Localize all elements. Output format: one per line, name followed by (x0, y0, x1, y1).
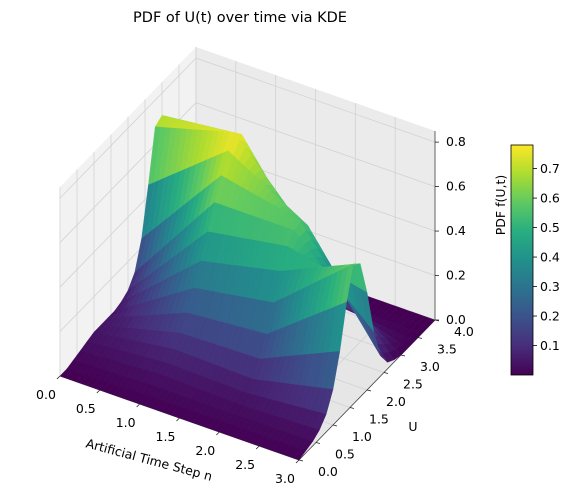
z-tick-label: 0.0 (446, 312, 466, 327)
x-tick-label: 0.5 (76, 401, 96, 416)
y-tick-mark (383, 372, 389, 374)
z-tick-label: 0.4 (446, 223, 466, 238)
y-tick-label: 2.0 (386, 394, 406, 409)
y-tick-mark (315, 442, 321, 444)
y-tick-label: 2.5 (403, 377, 423, 392)
y-tick-label: 3.0 (420, 359, 440, 374)
x-tick-label: 3.0 (275, 471, 295, 486)
colorbar-tick-label: 0.4 (540, 250, 560, 265)
y-tick-mark (417, 337, 423, 339)
x-tick-label: 0.0 (36, 387, 56, 402)
x-tick-label: 1.5 (156, 429, 176, 444)
x-tick-mark (255, 445, 260, 450)
y-tick-mark (400, 354, 406, 357)
colorbar-ticks: 0.1 0.2 0.3 0.4 0.5 0.6 0.7 (533, 161, 560, 353)
z-tick-label: 0.6 (446, 179, 466, 194)
y-tick-label: 1.5 (369, 412, 389, 427)
y-tick-mark (366, 389, 372, 392)
x-tick-mark (216, 431, 220, 436)
colorbar-tick-label: 0.3 (540, 279, 560, 294)
x-tick-label: 2.0 (195, 443, 215, 458)
colorbar-tick-label: 0.2 (540, 309, 560, 324)
y-tick-label: 4.0 (454, 324, 474, 339)
x-tick-mark (56, 375, 61, 380)
x-tick-mark (136, 403, 140, 408)
gridline (59, 57, 197, 199)
y-tick-mark (349, 407, 355, 409)
x-tick-mark (96, 389, 101, 394)
colorbar-tick-label: 0.5 (540, 220, 560, 235)
x-tick-mark (295, 459, 300, 464)
x-tick-label: 2.5 (235, 457, 255, 472)
colorbar-tick-label: 0.7 (540, 161, 560, 176)
y-tick-label: 1.0 (352, 429, 372, 444)
y-tick-mark (332, 424, 338, 427)
colorbar: 0.1 0.2 0.3 0.4 0.5 0.6 0.7 (510, 144, 560, 376)
y-tick-label: 3.5 (437, 342, 457, 357)
y-tick-mark (298, 459, 304, 462)
x-tick-label: 1.0 (116, 415, 136, 430)
colorbar-gradient (510, 144, 534, 376)
x-tick-mark (176, 417, 180, 422)
colorbar-tick-label: 0.6 (540, 191, 560, 206)
z-tick-label: 0.8 (446, 134, 466, 149)
axes-ticks: 0.0 0.5 1.0 1.5 2.0 2.5 3.0 0.0 0.5 1.0 1.5 2.0 2.5 3… (36, 134, 474, 486)
gridline (195, 102, 436, 187)
y-tick-label: 0.0 (318, 464, 338, 479)
chart-title: PDF of U(t) over time via KDE (133, 10, 347, 26)
y-tick-label: 0.5 (335, 447, 355, 462)
pdf-surface (59, 115, 436, 461)
gridline (195, 57, 436, 143)
z-tick-label: 0.2 (446, 268, 466, 283)
z-axis-label: PDF f(U,t) (493, 175, 508, 236)
surface-facet (293, 448, 306, 461)
colorbar-tick-label: 0.1 (540, 338, 560, 353)
y-axis-label: U (408, 419, 417, 434)
